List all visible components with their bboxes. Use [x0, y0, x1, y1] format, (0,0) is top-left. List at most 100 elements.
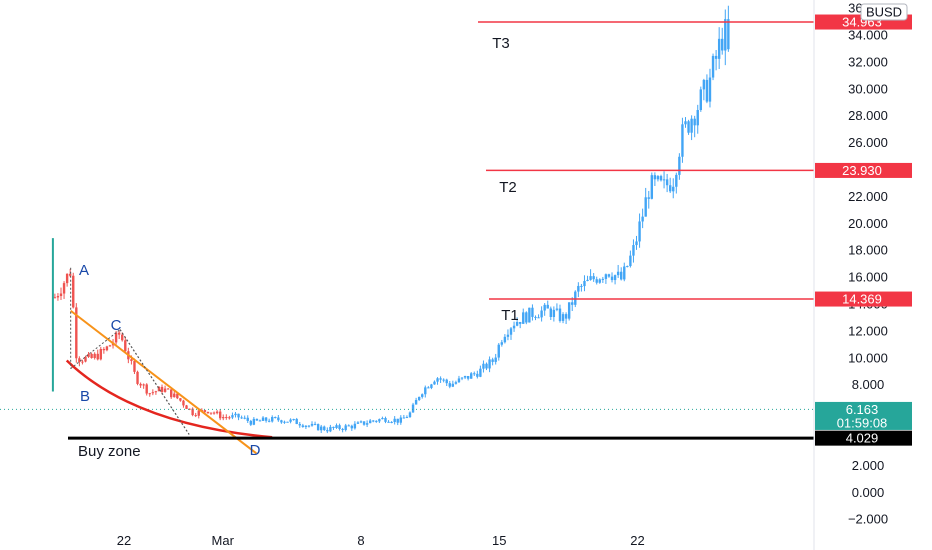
point-label-b: B: [80, 388, 90, 405]
candle-body: [102, 348, 106, 351]
candle-body: [448, 383, 451, 387]
candle-body: [154, 391, 158, 393]
candle-body: [693, 118, 696, 126]
candle-body: [157, 386, 161, 392]
candle-body: [561, 314, 565, 321]
candle-body: [344, 425, 347, 431]
x-tick-label: 8: [357, 533, 364, 548]
y-tick-label: 16.000: [848, 270, 888, 285]
candle-body: [390, 421, 393, 423]
candle-body: [629, 255, 632, 267]
candle-body: [121, 334, 124, 341]
candle-body: [580, 285, 583, 287]
candle-body: [537, 317, 540, 319]
candle-body: [476, 373, 479, 377]
candle-body: [546, 304, 549, 309]
candle-body: [503, 336, 507, 343]
candle-body: [665, 179, 669, 186]
orange-trendline[interactable]: [70, 309, 257, 455]
candle-body: [179, 398, 182, 401]
candle-body: [595, 279, 598, 283]
candle-body: [356, 422, 360, 424]
candle-body: [59, 293, 63, 297]
candle-body: [246, 417, 249, 421]
candle-body: [721, 38, 724, 51]
candle-body: [708, 77, 712, 102]
candle-body: [488, 359, 491, 369]
candle-body: [335, 425, 338, 428]
candle-body: [277, 417, 280, 421]
candle-body: [93, 353, 96, 358]
candle-body: [408, 412, 412, 418]
candle-body: [638, 221, 641, 242]
candle-body: [555, 308, 559, 310]
candle-body: [574, 291, 577, 305]
x-axis[interactable]: 22 Mar 8 15 22: [117, 533, 645, 548]
y-tick-label: 18.000: [848, 243, 888, 258]
candle-body: [384, 418, 387, 422]
last-price-tag-label: 6.163: [846, 402, 879, 417]
candle-body: [228, 417, 231, 419]
target-tag-t2-bg: [815, 162, 912, 178]
candle-body: [482, 363, 485, 369]
candle-body: [466, 375, 470, 379]
candle-body: [445, 379, 448, 384]
candle-body: [534, 316, 537, 318]
candle-body: [72, 275, 75, 308]
candle-body: [601, 278, 605, 280]
y-axis[interactable]: −2.0000.0002.0004.0006.0008.00010.00012.…: [813, 0, 888, 550]
plot-area[interactable]: [0, 5, 814, 455]
candle-body: [393, 418, 396, 423]
candle-body: [350, 425, 354, 429]
buy-zone-label: Buy zone: [78, 443, 141, 460]
candle-body: [506, 334, 510, 337]
candle-body: [531, 307, 534, 317]
candle-body: [699, 89, 702, 111]
candle-body: [436, 378, 439, 382]
candle-body: [571, 302, 574, 305]
point-label-a: A: [79, 262, 89, 279]
candle-body: [430, 384, 433, 388]
candle-body: [387, 421, 390, 423]
candle-body: [68, 273, 72, 276]
candle-body: [421, 394, 424, 397]
candle-body: [656, 176, 660, 180]
overlays: [0, 21, 814, 455]
candle-body: [372, 420, 375, 422]
candle-body: [320, 426, 323, 431]
y-tick-label: 30.000: [848, 81, 888, 96]
candle-body: [678, 156, 681, 175]
candle-body: [362, 421, 366, 425]
candle-body: [396, 418, 399, 423]
candle-body: [442, 379, 445, 381]
candle-body: [368, 420, 372, 424]
candle-body: [237, 413, 240, 418]
candle-body: [378, 419, 381, 422]
candle-body: [662, 179, 666, 181]
candle-body: [473, 373, 476, 375]
candle-body: [304, 425, 308, 427]
candle-body: [323, 426, 326, 431]
candle-body: [528, 307, 531, 323]
candle-body: [696, 110, 699, 126]
candle-body: [463, 375, 467, 378]
currency-badge[interactable]: BUSD: [860, 3, 908, 21]
candle-body: [589, 276, 592, 280]
candle-body: [173, 393, 176, 398]
candle-body: [724, 19, 727, 51]
candle-body: [136, 371, 139, 384]
y-tick-label: 34.000: [848, 27, 888, 42]
candle-body: [427, 387, 430, 389]
candle-body: [632, 245, 635, 256]
target-tag-t1-label: 14.369: [842, 292, 882, 307]
candle-body: [470, 373, 473, 379]
candle-body: [197, 410, 200, 416]
candle-body: [620, 271, 623, 280]
candle-body: [261, 417, 265, 421]
candle-body: [194, 415, 197, 417]
candle-body: [258, 420, 262, 422]
candle-body: [225, 417, 228, 419]
candle-body: [653, 175, 657, 180]
candle-body: [298, 424, 301, 426]
